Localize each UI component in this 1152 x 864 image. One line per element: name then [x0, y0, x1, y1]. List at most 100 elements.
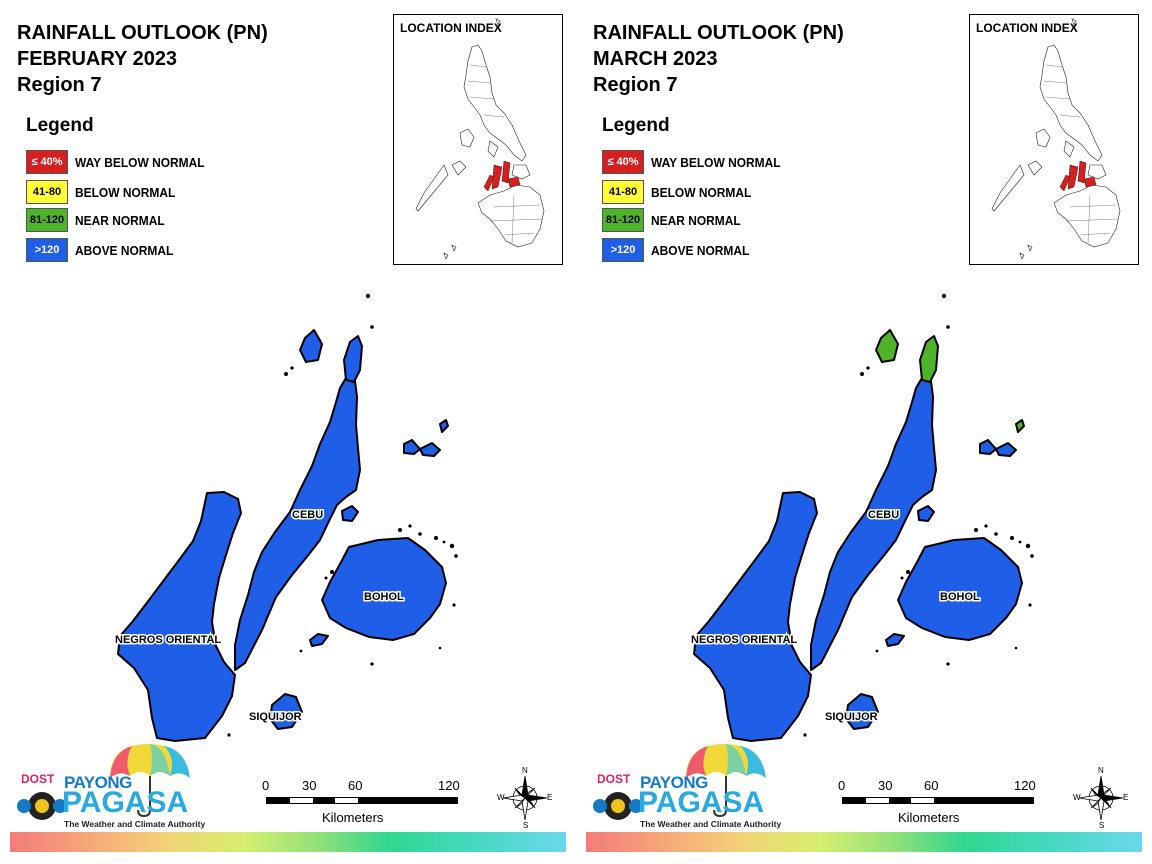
place-label-cebu: CEBU — [868, 509, 899, 521]
philippines-inset-map — [415, 18, 545, 260]
scale-tick-0: 0 — [262, 778, 270, 793]
north-arrow: N S E W — [1073, 766, 1129, 830]
legend-item-below-normal: 41-80 BELOW NORMAL — [602, 180, 760, 204]
scale-bar-graphic — [842, 797, 1034, 804]
scale-tick-120: 120 — [1014, 778, 1036, 793]
legend-label: NEAR NORMAL — [651, 212, 741, 228]
scale-bar: 0 30 60 120 Kilometers — [262, 778, 462, 828]
dost-text: DOST — [597, 772, 631, 786]
legend-swatch: >120 — [26, 238, 68, 262]
compass-w: W — [1073, 793, 1081, 802]
legend-swatch: ≤ 40% — [26, 150, 68, 174]
place-label-negros-oriental: NEGROS ORIENTAL — [115, 634, 221, 646]
region-7-highlight — [483, 160, 521, 192]
scale-bar: 0 30 60 120 Kilometers — [838, 778, 1038, 828]
umbrella-icon — [17, 744, 190, 820]
tagline-text: The Weather and Climate Authority — [64, 819, 206, 829]
legend-swatch: 41-80 — [602, 180, 644, 204]
bantayan-area — [875, 329, 899, 363]
legend-item-above-normal: >120 ABOVE NORMAL — [602, 238, 758, 262]
title-line-2: MARCH 2023 — [593, 48, 718, 70]
compass-e: E — [547, 793, 553, 802]
legend-item-below-normal: 41-80 BELOW NORMAL — [26, 180, 184, 204]
pagasa-text: PAGASA — [62, 786, 189, 819]
negros-oriental-area — [117, 491, 242, 742]
philippines-inset-map — [991, 18, 1121, 260]
footer-gradient-stripe — [10, 832, 566, 852]
legend-title: Legend — [602, 115, 670, 136]
scale-tick-60: 60 — [348, 778, 363, 793]
legend-swatch: ≤ 40% — [602, 150, 644, 174]
place-label-siquijor: SIQUIJOR — [825, 711, 878, 723]
outlook-panel-march: RAINFALL OUTLOOK (PN) MARCH 2023 Region … — [576, 0, 1152, 864]
pagasa-logo: DOST PAYONG PAGASA The Weather and Clima… — [590, 740, 782, 830]
bohol-area — [321, 537, 447, 641]
scale-unit: Kilometers — [898, 810, 960, 825]
place-label-bohol: BOHOL — [364, 591, 404, 603]
siquijor-area — [269, 693, 303, 730]
legend-label: ABOVE NORMAL — [651, 242, 750, 258]
cebu-area — [234, 377, 361, 671]
title-line-2: FEBRUARY 2023 — [17, 48, 178, 70]
scale-unit: Kilometers — [322, 810, 384, 825]
title-line-1: RAINFALL OUTLOOK (PN) — [593, 22, 844, 44]
scale-tick-60: 60 — [924, 778, 939, 793]
location-index-box: LOCATION INDEX — [393, 14, 563, 265]
compass-s: S — [1099, 821, 1105, 830]
compass-n: N — [1098, 766, 1104, 775]
legend-label: BELOW NORMAL — [75, 184, 176, 200]
siquijor-area — [845, 693, 879, 730]
north-cebu-area — [343, 335, 363, 383]
location-index-label: LOCATION INDEX — [976, 21, 1078, 35]
legend-item-above-normal: >120 ABOVE NORMAL — [26, 238, 182, 262]
dost-text: DOST — [21, 772, 55, 786]
title-line-3: Region 7 — [593, 74, 678, 96]
negros-oriental-area — [693, 491, 818, 742]
title-line-1: RAINFALL OUTLOOK (PN) — [17, 22, 268, 44]
bantayan-area — [299, 329, 323, 363]
location-index-box: LOCATION INDEX — [969, 14, 1139, 265]
pagasa-logo: DOST PAYONG PAGASA The Weather and Clima… — [14, 740, 206, 830]
region-7-map: CEBU BOHOL NEGROS ORIENTAL SIQUIJOR — [114, 293, 458, 742]
outlook-panel-february: RAINFALL OUTLOOK (PN) FEBRUARY 2023 Regi… — [10, 14, 566, 852]
compass-rose-icon — [1078, 775, 1124, 821]
legend-label: ABOVE NORMAL — [75, 242, 174, 258]
pagasa-text: PAGASA — [638, 786, 765, 819]
legend-label: WAY BELOW NORMAL — [651, 154, 781, 170]
compass-n: N — [522, 766, 528, 775]
footer-gradient-stripe — [586, 832, 1142, 852]
place-label-bohol: BOHOL — [940, 591, 980, 603]
compass-w: W — [497, 793, 505, 802]
legend-item-way-below-normal: ≤ 40% WAY BELOW NORMAL — [26, 150, 216, 174]
legend-swatch: 81-120 — [26, 208, 68, 232]
legend-item-near-normal: 81-120 NEAR NORMAL — [26, 208, 173, 232]
cebu-area — [810, 377, 937, 671]
region-7-map: CEBU BOHOL NEGROS ORIENTAL SIQUIJOR — [690, 293, 1034, 742]
legend-label: NEAR NORMAL — [75, 212, 165, 228]
north-cebu-area — [919, 335, 939, 383]
compass-e: E — [1123, 793, 1129, 802]
tagline-text: The Weather and Climate Authority — [640, 819, 782, 829]
location-index-label: LOCATION INDEX — [400, 21, 502, 35]
region-7-highlight — [1059, 160, 1097, 192]
payong-text: PAYONG — [640, 773, 708, 792]
north-arrow: N S E W — [497, 766, 553, 830]
legend-label: WAY BELOW NORMAL — [75, 154, 205, 170]
map-title: RAINFALL OUTLOOK (PN) FEBRUARY 2023 Regi… — [17, 20, 268, 98]
legend-swatch: 41-80 — [26, 180, 68, 204]
legend-title: Legend — [26, 115, 94, 136]
payong-text: PAYONG — [64, 773, 132, 792]
legend-swatch: >120 — [602, 238, 644, 262]
title-line-3: Region 7 — [17, 74, 102, 96]
legend-item-way-below-normal: ≤ 40% WAY BELOW NORMAL — [602, 150, 792, 174]
umbrella-icon — [593, 744, 766, 820]
scale-tick-30: 30 — [302, 778, 317, 793]
place-label-negros-oriental: NEGROS ORIENTAL — [691, 634, 797, 646]
bohol-area — [897, 537, 1023, 641]
legend-swatch: 81-120 — [602, 208, 644, 232]
compass-s: S — [523, 821, 529, 830]
scale-tick-0: 0 — [838, 778, 846, 793]
legend-item-near-normal: 81-120 NEAR NORMAL — [602, 208, 749, 232]
legend-label: BELOW NORMAL — [651, 184, 752, 200]
place-label-cebu: CEBU — [292, 509, 323, 521]
